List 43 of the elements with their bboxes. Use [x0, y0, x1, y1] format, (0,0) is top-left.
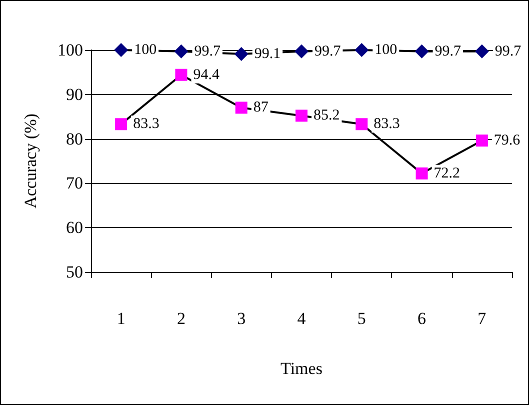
data-label: 94.4 — [193, 66, 220, 83]
data-label: 83.3 — [133, 116, 160, 132]
point — [175, 68, 188, 81]
data-label: 100 — [134, 42, 157, 58]
data-label: 99.7 — [434, 43, 462, 60]
data-label: 100 — [374, 42, 398, 58]
y-tick-label: 50 — [66, 262, 83, 282]
point — [414, 44, 429, 58]
x-tick-label: 6 — [418, 309, 426, 328]
point — [174, 44, 188, 58]
data-label: 87 — [253, 100, 269, 116]
x-tick-label: 2 — [176, 309, 186, 328]
data-label: 79.6 — [494, 132, 521, 149]
data-label: 99.1 — [254, 46, 281, 62]
data-label: 99.7 — [494, 43, 522, 60]
x-tick-label: 5 — [357, 309, 366, 328]
data-label: 99.7 — [194, 43, 221, 60]
point — [474, 44, 489, 58]
data-label: 72.2 — [434, 165, 460, 182]
y-tick-label: 90 — [66, 84, 83, 104]
y-axis-title: Accuracy (%) — [21, 114, 40, 208]
y-tick-label: 70 — [66, 174, 83, 193]
point — [114, 43, 128, 57]
point — [234, 46, 248, 61]
point — [476, 134, 488, 147]
x-tick-label: 7 — [478, 309, 487, 328]
x-axis-title: Times — [280, 359, 322, 378]
point — [416, 167, 428, 180]
y-tick-label: 60 — [66, 218, 83, 238]
data-label: 85.2 — [314, 108, 340, 124]
data-label: 99.7 — [314, 43, 342, 60]
point — [354, 43, 369, 57]
point — [294, 44, 308, 58]
point — [115, 118, 128, 130]
y-tick-label: 100 — [58, 40, 83, 60]
x-tick-label: 3 — [237, 309, 246, 328]
data-label: 83.3 — [374, 116, 400, 132]
point — [356, 118, 368, 130]
y-tick-label: 80 — [66, 129, 83, 148]
point — [296, 110, 308, 122]
x-tick-label: 1 — [116, 309, 126, 328]
point — [235, 102, 248, 114]
x-tick-label: 4 — [297, 309, 306, 328]
